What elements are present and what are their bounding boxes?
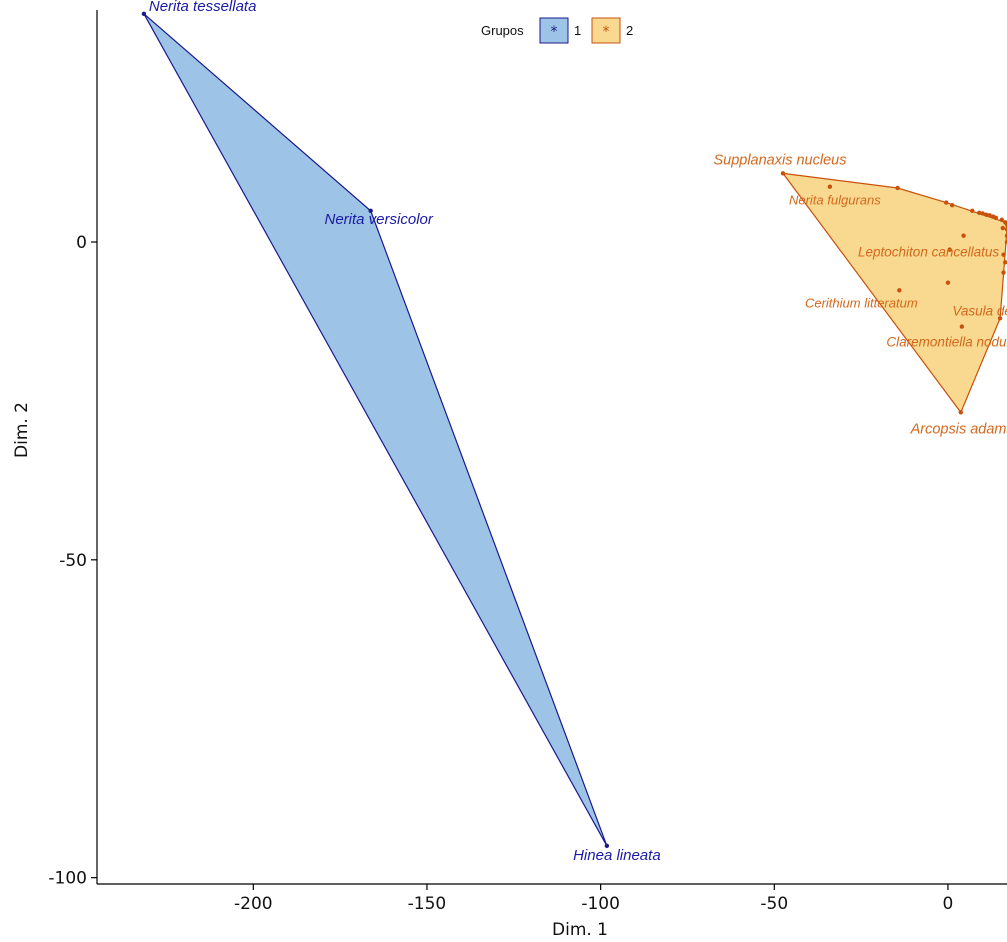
group-2-point [1004, 222, 1007, 227]
group-1-point [604, 843, 610, 849]
group-2-point [1004, 227, 1007, 232]
group-1-point [368, 208, 373, 214]
legend-label-1: 1 [574, 23, 581, 38]
group-2-point [977, 210, 982, 215]
label-layer: Nerita tessellata Nerita versicolor Hinea … [149, 0, 1007, 864]
point-label: Cerithium litteratum [805, 295, 918, 310]
legend-key-2-symbol: * [603, 24, 610, 40]
group-2-point [993, 215, 999, 221]
x-tick-label: -200 [234, 894, 273, 914]
legend-label-2: 2 [626, 23, 633, 38]
point-label: Nerita tessellata [149, 0, 257, 15]
legend: Grupos * 1 * 2 [481, 17, 633, 44]
group-2-point [980, 211, 985, 216]
x-tick-label: -150 [408, 894, 447, 914]
group-2-point [959, 324, 965, 329]
group-2-point [1001, 270, 1006, 275]
group-2-point [987, 213, 992, 218]
point-layer [141, 11, 1007, 849]
y-tick-label: -50 [59, 551, 87, 571]
group-2-point [949, 202, 955, 208]
x-tick-label: -50 [760, 894, 788, 914]
point-label: Arcopsis adamsi [910, 421, 1007, 437]
group-2-point [999, 217, 1004, 222]
group-2-point [827, 184, 833, 189]
y-axis-title: Dim. 2 [12, 402, 32, 458]
group-2-point [897, 288, 902, 293]
group-2-point [1004, 233, 1007, 238]
tick-layer: -200 -150 -100 -50 0 0 -50 -100 [48, 233, 953, 914]
group-2-point [1003, 260, 1007, 265]
group-2-point [958, 410, 964, 415]
group-1-hull [143, 13, 608, 847]
group-2-point [983, 212, 989, 217]
group-1-point [141, 11, 147, 17]
legend-key-1-symbol: * [551, 24, 558, 40]
y-tick-label: 0 [76, 233, 87, 253]
x-tick-label: -100 [581, 894, 620, 914]
group-2-point [997, 316, 1003, 321]
x-axis-title: Dim. 1 [552, 920, 608, 940]
group-2-point [895, 185, 900, 191]
point-label: Supplanaxis nucleus [713, 152, 846, 168]
group-2-point [1004, 239, 1007, 245]
group-2-point [780, 171, 786, 176]
y-tick-label: -100 [48, 869, 87, 889]
group-2-point [970, 208, 975, 214]
hull-layer [143, 13, 1007, 847]
point-label: Nerita fulgurans [789, 193, 881, 208]
legend-key-2 [591, 17, 621, 44]
point-label: Hinea lineata [573, 847, 661, 864]
x-tick-label: 0 [943, 894, 954, 914]
axes [96, 10, 1007, 885]
group-2-point [1001, 252, 1006, 257]
group-2-point [947, 247, 952, 252]
group-2-point [945, 280, 951, 285]
point-label: Leptochiton cancellatus [858, 245, 999, 260]
group-2-point [944, 200, 949, 205]
group-2-point [961, 233, 966, 238]
legend-key-1 [539, 17, 569, 44]
point-label: Claremontiella nodulosa [886, 335, 1007, 350]
group-2-point [1000, 225, 1006, 231]
legend-title: Grupos [481, 23, 524, 38]
point-label: Nerita versicolor [325, 211, 434, 228]
point-label: Vasula deltoidea [952, 303, 1007, 318]
